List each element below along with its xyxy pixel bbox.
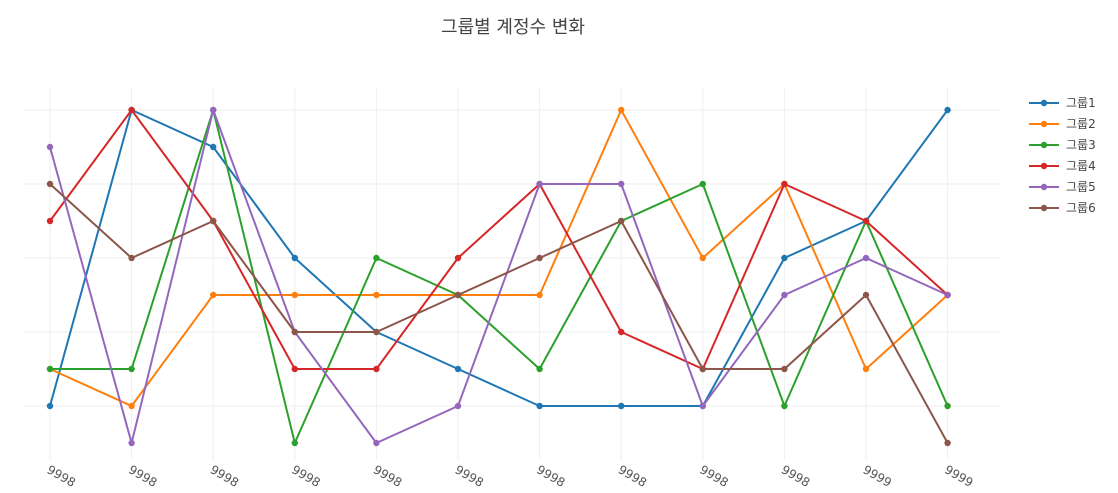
data-point[interactable] <box>781 254 788 262</box>
data-point[interactable] <box>46 143 54 151</box>
data-point[interactable] <box>373 439 380 447</box>
legend-label: 그룹1 <box>1066 96 1096 110</box>
data-point[interactable] <box>944 439 951 447</box>
legend-marker <box>1040 99 1048 107</box>
legend-marker <box>1040 162 1048 170</box>
grid <box>24 88 1000 460</box>
x-tick-label: 9999 <box>942 462 975 489</box>
data-point[interactable] <box>373 365 380 373</box>
legend-marker <box>1040 141 1048 149</box>
data-point[interactable] <box>454 365 462 373</box>
legend-marker <box>1040 183 1048 191</box>
data-point[interactable] <box>210 217 217 225</box>
data-point[interactable] <box>291 439 298 447</box>
legend-marker <box>1040 204 1048 212</box>
plot-area <box>46 106 951 447</box>
data-point[interactable] <box>128 439 135 447</box>
data-point[interactable] <box>291 328 298 336</box>
legend-item[interactable]: 그룹4 <box>1029 159 1096 173</box>
legend-item[interactable]: 그룹5 <box>1029 180 1096 194</box>
legend-label: 그룹2 <box>1066 117 1096 131</box>
legend-marker <box>1040 120 1048 128</box>
data-point[interactable] <box>291 365 298 373</box>
chart-title: 그룹별 계정수 변화 <box>441 17 585 38</box>
x-tick-label: 9998 <box>534 462 567 489</box>
data-point[interactable] <box>46 217 54 225</box>
data-point[interactable] <box>618 106 625 114</box>
data-point[interactable] <box>862 365 870 373</box>
data-point[interactable] <box>536 291 543 299</box>
data-point[interactable] <box>373 291 380 299</box>
data-point[interactable] <box>46 365 54 373</box>
x-tick-label: 9998 <box>779 462 812 489</box>
data-point[interactable] <box>862 291 870 299</box>
x-axis: 9998 9998 9998 9998 9998 9998 9998 9998 9998 9998… <box>45 462 976 489</box>
data-point[interactable] <box>536 402 543 410</box>
data-point[interactable] <box>210 291 217 299</box>
legend-label: 그룹6 <box>1066 201 1096 215</box>
data-point[interactable] <box>699 402 706 410</box>
data-point[interactable] <box>781 291 788 299</box>
legend-label: 그룹4 <box>1066 159 1096 173</box>
data-point[interactable] <box>373 254 380 262</box>
x-tick-label: 9998 <box>616 462 649 489</box>
series-그룹5 <box>46 106 951 447</box>
series-line <box>49 183 949 444</box>
data-point[interactable] <box>210 106 217 114</box>
legend-item[interactable]: 그룹2 <box>1029 117 1096 131</box>
data-point[interactable] <box>618 402 625 410</box>
x-tick-label: 9998 <box>289 462 322 489</box>
data-point[interactable] <box>699 254 706 262</box>
legend-label: 그룹3 <box>1066 138 1096 152</box>
data-point[interactable] <box>699 365 706 373</box>
data-point[interactable] <box>536 180 543 188</box>
data-point[interactable] <box>128 365 135 373</box>
data-point[interactable] <box>536 365 543 373</box>
x-tick-label: 9998 <box>453 462 486 489</box>
x-tick-label: 9998 <box>126 462 159 489</box>
legend-item[interactable]: 그룹3 <box>1029 138 1096 152</box>
data-point[interactable] <box>781 402 788 410</box>
data-point[interactable] <box>781 180 788 188</box>
data-point[interactable] <box>373 328 380 336</box>
data-point[interactable] <box>128 402 135 410</box>
series-그룹6 <box>46 180 951 447</box>
series-line <box>49 109 949 370</box>
data-point[interactable] <box>128 106 135 114</box>
data-point[interactable] <box>944 291 951 299</box>
data-point[interactable] <box>128 254 135 262</box>
data-point[interactable] <box>944 106 951 114</box>
legend-item[interactable]: 그룹1 <box>1029 96 1096 110</box>
data-point[interactable] <box>944 402 951 410</box>
legend-item[interactable]: 그룹6 <box>1029 201 1096 215</box>
data-point[interactable] <box>46 180 54 188</box>
data-point[interactable] <box>454 291 462 299</box>
x-tick-label: 9998 <box>697 462 730 489</box>
series-line <box>49 109 949 444</box>
data-point[interactable] <box>781 365 788 373</box>
data-point[interactable] <box>536 254 543 262</box>
data-point[interactable] <box>699 180 706 188</box>
data-point[interactable] <box>291 254 298 262</box>
series-line <box>49 109 949 407</box>
data-point[interactable] <box>454 254 462 262</box>
legend[interactable]: 그룹1 그룹2 그룹3 그룹4 그룹5 그룹6 <box>1029 96 1096 215</box>
x-tick-label: 9998 <box>45 462 78 489</box>
data-point[interactable] <box>454 402 462 410</box>
data-point[interactable] <box>618 217 625 225</box>
data-point[interactable] <box>618 180 625 188</box>
legend-label: 그룹5 <box>1066 180 1096 194</box>
data-point[interactable] <box>862 254 870 262</box>
data-point[interactable] <box>210 143 217 151</box>
series-line <box>50 109 949 444</box>
data-point[interactable] <box>862 217 870 225</box>
x-tick-label: 9998 <box>371 462 404 489</box>
x-tick-label: 9999 <box>861 462 894 489</box>
data-point[interactable] <box>46 402 54 410</box>
x-tick-label: 9998 <box>208 462 241 489</box>
series-그룹1 <box>46 106 951 410</box>
data-point[interactable] <box>618 328 625 336</box>
data-point[interactable] <box>291 291 298 299</box>
